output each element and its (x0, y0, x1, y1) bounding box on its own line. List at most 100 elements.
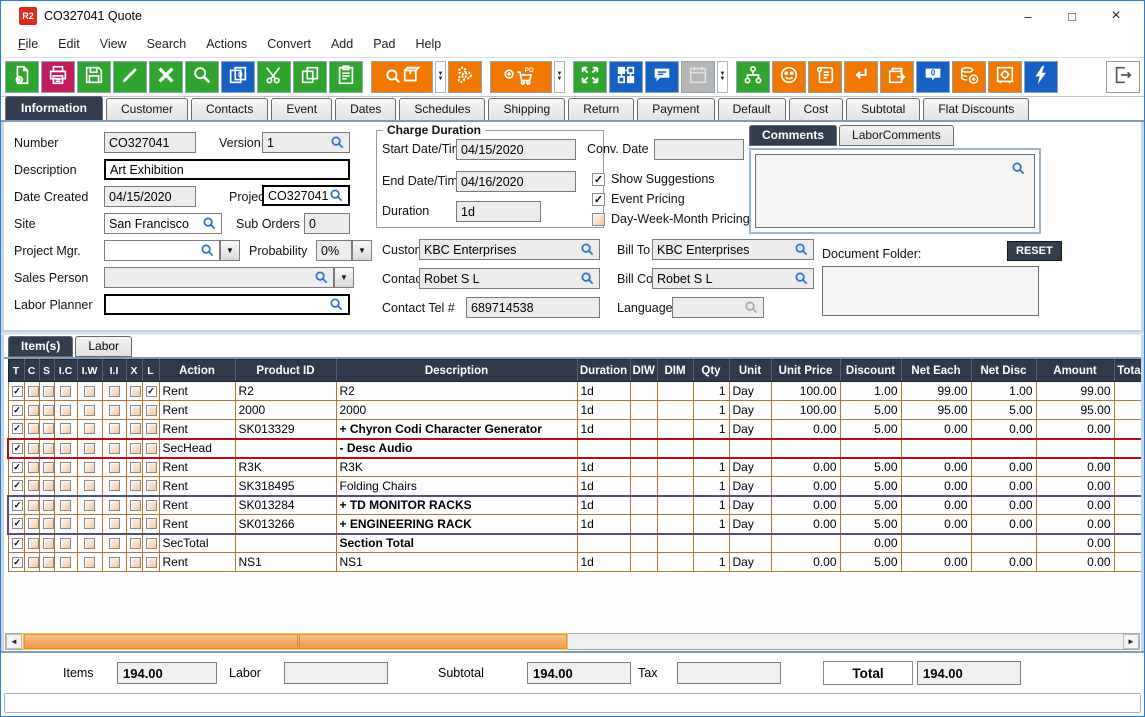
cell-unit[interactable] (728, 437, 772, 459)
row-checkbox[interactable] (60, 404, 71, 416)
cell-discount[interactable]: 0.00 (839, 533, 902, 553)
row-checkbox[interactable] (42, 385, 53, 397)
cell-amount[interactable]: 99.00 (1035, 381, 1115, 401)
row-checkbox[interactable] (129, 385, 141, 397)
row-checkbox[interactable]: ✓ (11, 480, 23, 492)
cell-net-disc[interactable]: 5.00 (970, 400, 1037, 420)
org-chart-button[interactable] (736, 61, 770, 93)
tab-information[interactable]: Information (5, 96, 103, 120)
cell-description[interactable]: + Chyron Codi Character Generator (335, 419, 578, 439)
quick-actions-button[interactable] (1024, 61, 1058, 93)
scrollbar-thumb[interactable] (24, 634, 567, 649)
paste-button[interactable] (329, 61, 363, 93)
cell-total[interactable] (1113, 476, 1141, 496)
cell-unit[interactable] (728, 533, 772, 553)
column-header-description[interactable]: Description (335, 359, 578, 382)
cell-dim[interactable] (656, 494, 694, 515)
menu-item-help[interactable]: Help (415, 37, 442, 51)
cell-net-each[interactable]: 99.00 (900, 381, 972, 401)
cell-unit-price[interactable]: 0.00 (770, 552, 841, 572)
sub-orders-field[interactable]: 0 (304, 213, 350, 234)
cell-qty[interactable]: 1 (692, 514, 730, 535)
cell-product-id[interactable]: 2000 (234, 400, 337, 420)
cell-description[interactable]: NS1 (335, 552, 578, 572)
column-header-diw[interactable]: DIW (629, 359, 658, 382)
cell-net-disc[interactable]: 0.00 (970, 494, 1037, 515)
cell-net-disc[interactable]: 0.00 (970, 552, 1037, 572)
column-header-iw[interactable]: I.W (76, 359, 103, 382)
contact-field[interactable]: Robet S L (419, 268, 600, 289)
row-checkbox[interactable] (60, 499, 71, 511)
row-checkbox[interactable]: ✓ (11, 385, 23, 397)
row-checkbox[interactable] (129, 537, 141, 549)
row-checkbox[interactable] (145, 537, 157, 549)
tab-labor[interactable]: Labor (75, 336, 133, 357)
cell-diw[interactable] (629, 437, 658, 459)
probability-dropdown[interactable]: ▼ (352, 240, 372, 261)
cell-qty[interactable]: 1 (692, 419, 730, 439)
search-icon[interactable] (329, 297, 344, 312)
project-field[interactable]: CO327041 (262, 185, 350, 206)
cell-unit[interactable]: Day (728, 476, 772, 496)
cell-amount[interactable] (1035, 437, 1115, 459)
column-header-l[interactable]: L (141, 359, 160, 382)
table-row[interactable]: ✓ ✓ Rent R2 R2 1d 1 Day 100.00 1.00 99.00 1.00 99.00 (7, 381, 1141, 401)
table-row[interactable]: ✓ Rent R3K R3K 1d 1 Day 0.00 5.00 0.00 0.00 0.00 (7, 457, 1141, 477)
cell-amount[interactable]: 95.00 (1035, 400, 1115, 420)
event-pricing-checkbox[interactable]: ✓ (592, 192, 605, 206)
cell-unit[interactable]: Day (728, 514, 772, 535)
menu-item-search[interactable]: Search (146, 37, 187, 51)
cell-qty[interactable] (692, 533, 730, 553)
sales-person-dropdown[interactable]: ▼ (334, 267, 354, 288)
cell-qty[interactable]: 1 (692, 381, 730, 401)
cell-description[interactable]: R2 (335, 381, 578, 401)
cell-description[interactable]: 2000 (335, 400, 578, 420)
cell-discount[interactable]: 1.00 (839, 381, 902, 401)
cell-duration[interactable]: 1d (576, 457, 631, 477)
cell-dim[interactable] (656, 419, 694, 439)
comment-button[interactable] (645, 61, 679, 93)
tab-payment[interactable]: Payment (637, 98, 715, 120)
cell-product-id[interactable]: SK013284 (234, 494, 337, 515)
cell-discount[interactable]: 5.00 (839, 514, 902, 535)
cell-net-each[interactable]: 0.00 (900, 552, 972, 572)
cell-description[interactable]: - Desc Audio (335, 437, 578, 459)
cell-total[interactable] (1113, 457, 1141, 477)
row-checkbox[interactable] (60, 461, 71, 473)
tab-dates[interactable]: Dates (335, 98, 397, 120)
column-header-dim[interactable]: DIM (656, 359, 694, 382)
cell-diw[interactable] (629, 476, 658, 496)
cell-discount[interactable]: 5.00 (839, 457, 902, 477)
cell-unit[interactable]: Day (728, 457, 772, 477)
cell-net-disc[interactable]: 0.00 (970, 457, 1037, 477)
row-checkbox[interactable] (27, 480, 38, 492)
row-checkbox[interactable] (42, 423, 53, 435)
cell-amount[interactable]: 0.00 (1035, 552, 1115, 572)
cell-diw[interactable] (629, 494, 658, 515)
cell-total[interactable] (1113, 533, 1141, 553)
row-checkbox[interactable] (27, 423, 38, 435)
expand-button[interactable] (573, 61, 607, 93)
cell-product-id[interactable]: R3K (234, 457, 337, 477)
column-header-total[interactable]: Total (1113, 359, 1141, 382)
language-field[interactable] (672, 297, 764, 318)
cell-description[interactable]: Folding Chairs (335, 476, 578, 496)
row-checkbox[interactable] (108, 385, 120, 397)
row-checkbox[interactable]: ✓ (12, 518, 23, 530)
search-icon[interactable] (1012, 158, 1030, 175)
tab-event[interactable]: Event (271, 98, 333, 120)
row-checkbox[interactable] (27, 404, 38, 416)
column-header-unit[interactable]: Unit (728, 359, 772, 382)
row-checkbox[interactable] (27, 518, 38, 530)
message-zero-button[interactable]: 0 (916, 61, 950, 93)
row-checkbox[interactable] (84, 385, 95, 397)
row-checkbox[interactable] (84, 423, 95, 435)
cell-discount[interactable]: 5.00 (839, 419, 902, 439)
save-button[interactable] (77, 61, 111, 93)
settings-gears-button[interactable] (448, 61, 482, 93)
row-checkbox[interactable] (84, 480, 95, 492)
search-icon[interactable] (330, 135, 345, 150)
bill-to-field[interactable]: KBC Enterprises (652, 239, 814, 260)
scrollbar-track[interactable] (22, 634, 1123, 649)
version-field[interactable]: 1 (262, 132, 350, 153)
